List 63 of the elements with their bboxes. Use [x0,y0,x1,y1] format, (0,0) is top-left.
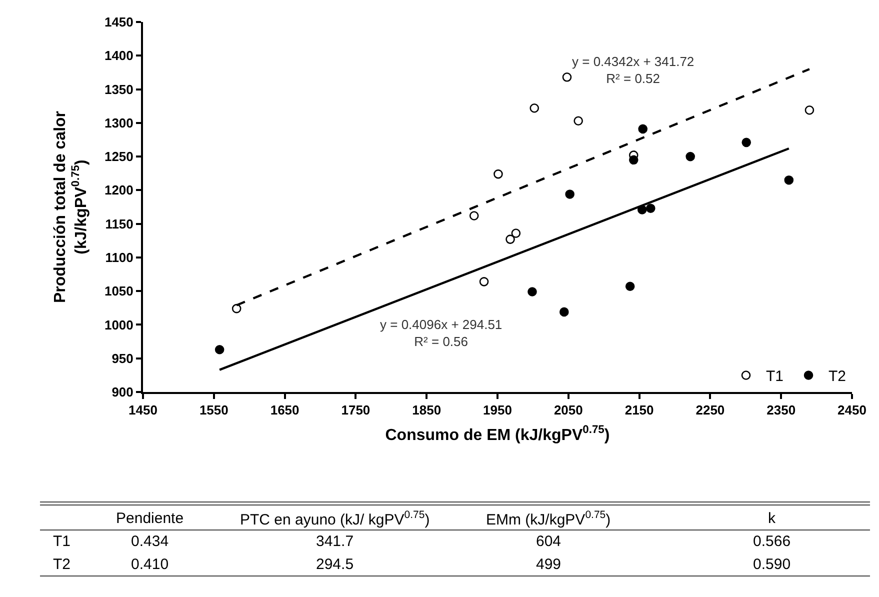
annotation: y = 0.4342x + 341.72 R² = 0.52 [572,54,694,86]
x-tick-label: 2350 [766,402,796,418]
point [528,287,537,296]
y-tick-label: 1450 [104,14,134,30]
point [469,211,479,220]
legend-label: T2 [828,368,846,386]
text: 0.590 [753,556,791,573]
text: 0.566 [753,533,791,550]
text: 294.5 [316,556,354,573]
point [214,344,224,354]
text: T1 [53,533,71,550]
x-tick-label: 2050 [554,402,583,418]
point [560,307,569,317]
point [686,152,695,162]
point [506,234,515,244]
point [530,103,540,113]
y-tick-label: 1150 [105,216,134,232]
text: PTC en ayuno (kJ/ kgPV$^{0.75}$) [240,509,430,528]
y-tick-label: 900 [112,384,134,400]
x-tick-label: 1950 [483,402,512,418]
text: Pendiente [116,510,184,527]
point [625,282,635,292]
y-tick-label: 1050 [104,284,134,299]
x-tick-label: 2150 [624,402,654,418]
point [784,175,794,185]
y-tick-label: 1300 [104,115,134,130]
y-tick-label: 1100 [105,250,134,265]
text: k [768,510,776,527]
point [646,204,656,213]
y-tick-label: 1400 [104,48,134,64]
x-tick-label: 2450 [838,402,866,418]
point [742,138,752,148]
text: T2 [53,556,71,573]
legend-label: T1 [766,368,784,386]
text: 499 [536,556,562,573]
x-axis-title: Consumo de EM (kJ/kgPV$^{0.75}$) [385,424,610,444]
annotation: y = 0.4096x + 294.51 R² = 0.56 [380,317,502,349]
point [628,155,638,165]
y-tick-label: 1350 [104,82,134,97]
point [565,190,574,199]
x-tick-label: 1650 [270,402,300,418]
text: 341.7 [316,533,354,550]
point [562,72,572,82]
text: EMm (kJ/kgPV$^{0.75}$) [486,509,611,528]
point [232,304,242,314]
y-tick-label: 1000 [104,317,134,332]
text: 0.410 [131,556,169,573]
text: 604 [536,533,562,550]
point [574,116,583,126]
point [804,105,814,115]
text: 0.434 [131,533,169,550]
y-tick-label: 950 [112,350,134,366]
point [638,124,648,134]
x-tick-label: 1550 [199,402,228,418]
point [479,277,489,286]
x-tick-label: 1850 [412,402,442,418]
x-tick-label: 1750 [341,402,370,418]
x-tick-label: 2250 [696,402,725,418]
x-tick-label: 1450 [128,402,158,418]
y-tick-label: 1250 [104,149,134,164]
point [511,228,521,238]
point [494,169,503,179]
y-tick-label: 1200 [104,182,134,198]
